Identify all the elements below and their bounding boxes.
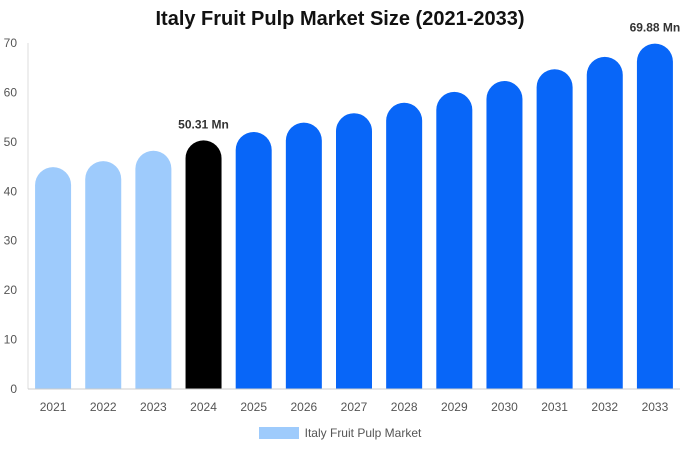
x-axis: 2021 2022 2023 2024 2025 2026 2027 2028 2029 2030… xyxy=(28,388,680,414)
x-tick-label: 2023 xyxy=(140,400,167,414)
bar-2028 xyxy=(386,102,423,390)
y-tick-label: 70 xyxy=(4,36,18,50)
bars xyxy=(35,43,673,390)
y-tick-label: 60 xyxy=(4,85,18,99)
data-labels: 50.31 Mn 69.88 Mn xyxy=(178,21,680,132)
x-tick-label: 2030 xyxy=(491,400,518,414)
x-tick-label: 2032 xyxy=(591,400,618,414)
x-tick-label: 2024 xyxy=(190,400,217,414)
bar-2030 xyxy=(486,81,523,389)
bar-2027 xyxy=(336,113,372,389)
x-tick-label: 2028 xyxy=(391,400,418,414)
x-tick-label: 2031 xyxy=(541,400,568,414)
y-axis: 0 10 20 30 40 50 60 70 xyxy=(4,36,29,396)
x-tick-label: 2025 xyxy=(240,400,267,414)
legend-label: Italy Fruit Pulp Market xyxy=(304,426,422,440)
x-tick-label: 2021 xyxy=(40,400,67,414)
x-tick-label: 2022 xyxy=(90,400,117,414)
x-tick-label: 2029 xyxy=(441,400,468,414)
data-label-2024: 50.31 Mn xyxy=(178,117,229,131)
bar-2024 xyxy=(185,140,222,389)
legend: Italy Fruit Pulp Market xyxy=(0,426,680,440)
y-tick-label: 0 xyxy=(10,382,17,396)
y-tick-label: 20 xyxy=(4,283,18,297)
x-tick-label: 2026 xyxy=(290,400,317,414)
bar-2022 xyxy=(85,161,122,389)
x-tick-label: 2027 xyxy=(341,400,368,414)
y-tick-label: 50 xyxy=(4,135,18,149)
y-tick-label: 10 xyxy=(4,333,18,347)
bar-2033 xyxy=(636,43,673,390)
bar-2026 xyxy=(285,122,322,389)
x-tick-label: 2033 xyxy=(642,400,669,414)
bar-2029 xyxy=(436,91,473,389)
bar-2032 xyxy=(586,56,623,390)
bar-2025 xyxy=(235,131,272,389)
bar-2021 xyxy=(35,167,72,389)
bar-2031 xyxy=(536,69,573,389)
data-label-2033: 69.88 Mn xyxy=(630,21,680,35)
legend-swatch xyxy=(258,427,299,439)
bar-2023 xyxy=(135,150,172,389)
y-tick-label: 30 xyxy=(4,234,18,248)
y-tick-label: 40 xyxy=(4,184,18,198)
chart-title: Italy Fruit Pulp Market Size (2021-2033) xyxy=(155,8,525,30)
